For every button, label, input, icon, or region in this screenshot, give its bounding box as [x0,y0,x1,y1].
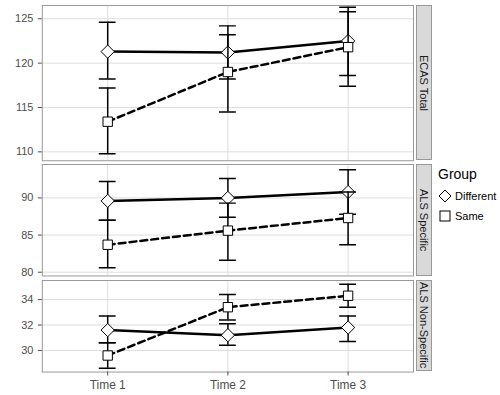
svg-text:80: 80 [21,266,33,278]
html-text:ALS Non-Specific: ALS Non-Specific [418,282,430,369]
html-text:ALS Specific: ALS Specific [418,188,430,252]
svg-text:Same: Same [455,210,484,222]
svg-text:30: 30 [21,344,33,356]
svg-text:Time 1: Time 1 [90,378,126,392]
svg-text:85: 85 [21,229,33,241]
html-text:ECAS Total: ECAS Total [418,54,430,111]
svg-text:32: 32 [21,318,33,330]
svg-text:90: 90 [21,192,33,204]
svg-text:125: 125 [15,12,33,24]
svg-text:34: 34 [21,293,33,305]
svg-text:Time 2: Time 2 [210,378,246,392]
svg-text:110: 110 [16,145,33,157]
svg-text:Different: Different [455,190,496,202]
svg-text:115: 115 [16,101,33,113]
svg-text:Time 3: Time 3 [330,378,366,392]
svg-text:Group: Group [438,166,477,182]
svg-text:120: 120 [15,57,33,69]
